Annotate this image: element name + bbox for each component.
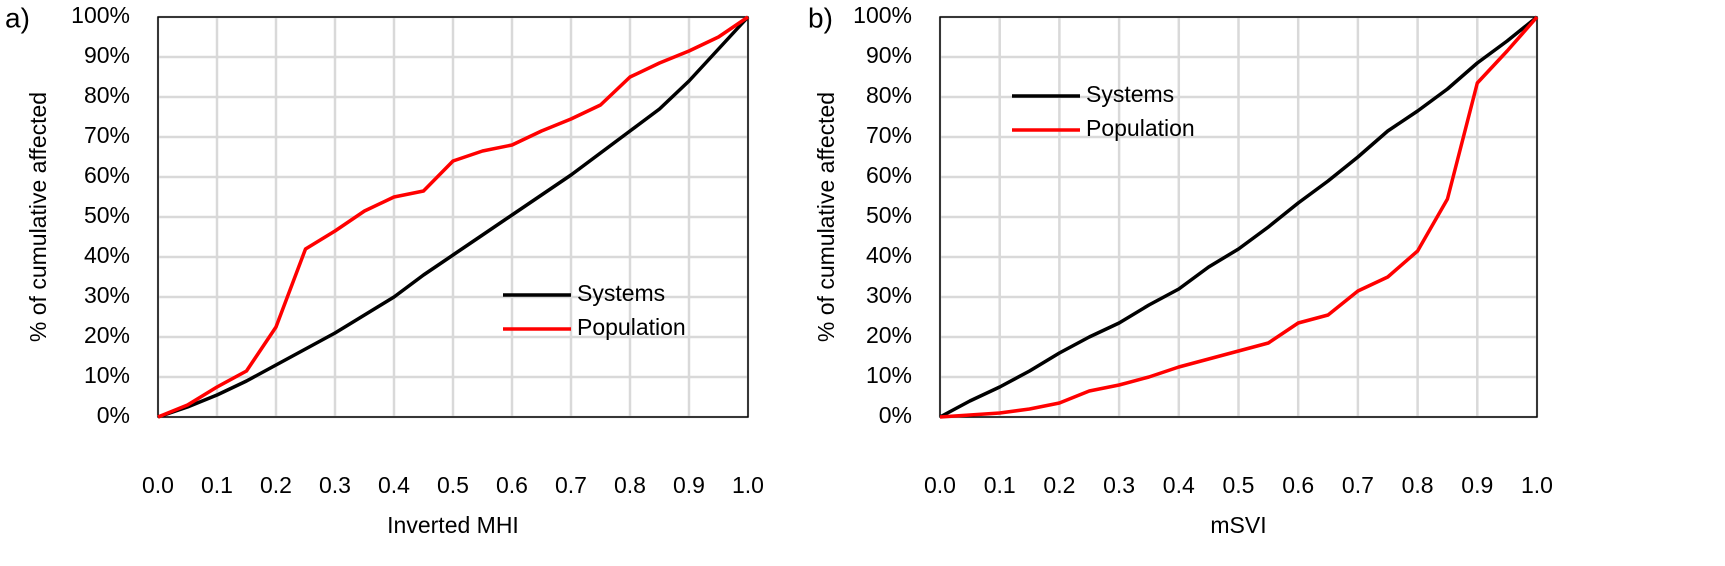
y-tick-label: 80% <box>84 82 130 108</box>
x-tick-label: 0.0 <box>142 472 174 498</box>
y-tick-label: 50% <box>866 202 912 228</box>
x-tick-label: 1.0 <box>732 472 764 498</box>
y-tick-label: 100% <box>71 2 130 28</box>
plot-frame <box>939 16 1538 418</box>
x-tick-label: 0.2 <box>260 472 292 498</box>
x-tick-label: 0.9 <box>1461 472 1493 498</box>
x-tick-label: 0.1 <box>201 472 233 498</box>
x-tick-label: 0.3 <box>1103 472 1135 498</box>
y-axis-label: % of cumulative affected <box>813 92 839 342</box>
data-line <box>939 15 1539 419</box>
y-tick-label: 30% <box>866 282 912 308</box>
x-tick-label: 0.2 <box>1043 472 1075 498</box>
y-tick-label: 40% <box>84 242 130 268</box>
x-axis-label: mSVI <box>1210 512 1266 538</box>
x-tick-label: 0.4 <box>1163 472 1195 498</box>
x-tick-label: 0.7 <box>555 472 587 498</box>
y-tick-label: 20% <box>84 322 130 348</box>
y-tick-label: 0% <box>879 402 912 428</box>
y-tick-label: 60% <box>84 162 130 188</box>
y-tick-label: 90% <box>866 42 912 68</box>
panel-label: a) <box>5 2 30 33</box>
x-tick-label: 0.5 <box>437 472 469 498</box>
y-tick-label: 50% <box>84 202 130 228</box>
x-tick-label: 0.6 <box>496 472 528 498</box>
data-line <box>939 15 1539 419</box>
x-tick-label: 0.3 <box>319 472 351 498</box>
x-tick-label: 0.1 <box>984 472 1016 498</box>
panel-label: b) <box>808 2 833 33</box>
x-tick-label: 1.0 <box>1521 472 1553 498</box>
plot-frame <box>157 16 749 418</box>
x-tick-label: 0.9 <box>673 472 705 498</box>
x-tick-label: 0.8 <box>614 472 646 498</box>
x-tick-label: 0.5 <box>1223 472 1255 498</box>
y-tick-label: 90% <box>84 42 130 68</box>
data-line <box>157 15 749 419</box>
y-tick-label: 80% <box>866 82 912 108</box>
data-line <box>157 15 750 419</box>
x-tick-label: 0.4 <box>378 472 410 498</box>
y-tick-label: 60% <box>866 162 912 188</box>
x-tick-label: 0.0 <box>924 472 956 498</box>
legend-label: Systems <box>1086 81 1174 107</box>
x-tick-label: 0.6 <box>1282 472 1314 498</box>
y-tick-label: 70% <box>866 122 912 148</box>
x-tick-label: 0.8 <box>1402 472 1434 498</box>
legend-label: Systems <box>577 280 665 306</box>
y-tick-label: 10% <box>84 362 130 388</box>
legend-label: Population <box>577 314 686 340</box>
legend-label: Population <box>1086 115 1195 141</box>
x-tick-label: 0.7 <box>1342 472 1374 498</box>
y-axis-label: % of cumulative affected <box>25 92 51 342</box>
y-tick-label: 100% <box>853 2 912 28</box>
y-tick-label: 70% <box>84 122 130 148</box>
x-axis-label: Inverted MHI <box>387 512 519 538</box>
y-tick-label: 10% <box>866 362 912 388</box>
y-tick-label: 0% <box>97 402 130 428</box>
y-tick-label: 40% <box>866 242 912 268</box>
y-tick-label: 20% <box>866 322 912 348</box>
y-tick-label: 30% <box>84 282 130 308</box>
